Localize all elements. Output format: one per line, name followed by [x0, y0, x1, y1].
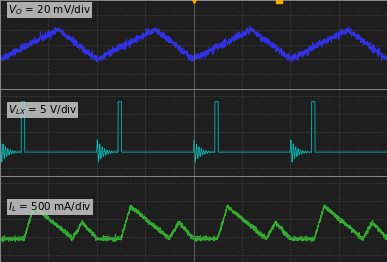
Text: $I_L$ = 500 mA/div: $I_L$ = 500 mA/div [8, 200, 92, 214]
Text: $V_O$ = 20 mV/div: $V_O$ = 20 mV/div [8, 3, 91, 17]
Text: $V_{LX}$ = 5 V/div: $V_{LX}$ = 5 V/div [8, 103, 77, 117]
